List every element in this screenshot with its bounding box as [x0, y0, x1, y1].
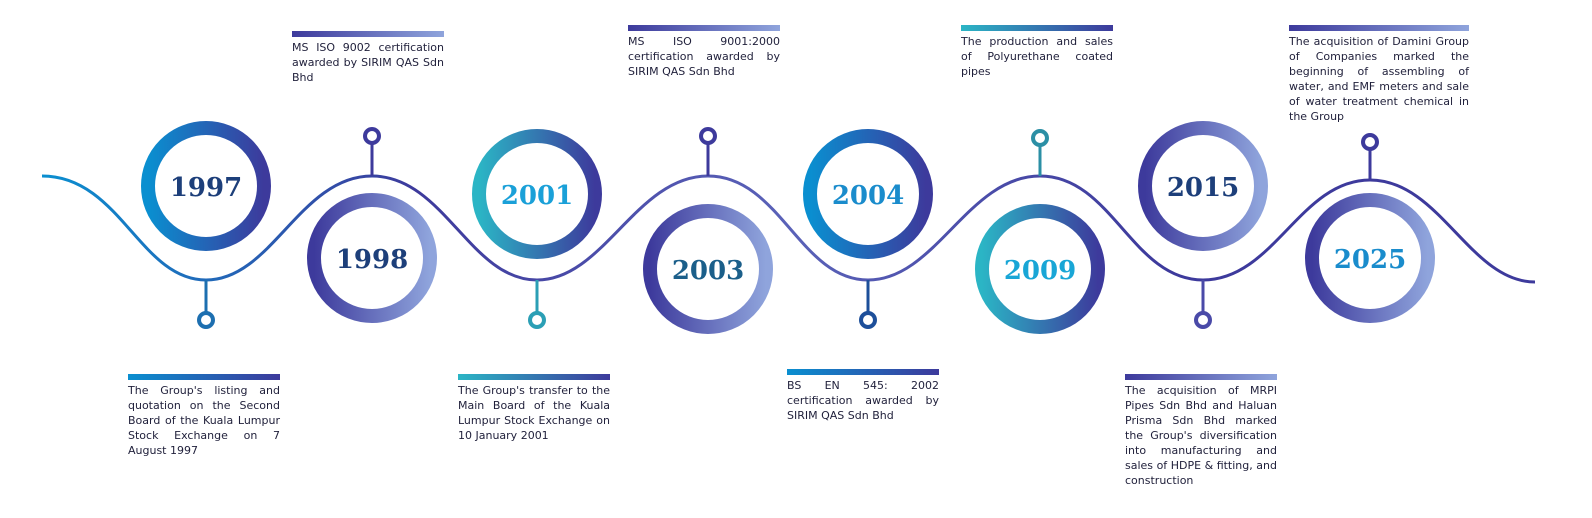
- milestone-2015-text: The acquisition of MRPI Pipes Sdn Bhd an…: [1125, 384, 1277, 487]
- milestone-2025-bar: [1289, 25, 1469, 31]
- timeline-wave: [41, 174, 1536, 284]
- year-2015: 2015: [1167, 173, 1239, 203]
- year-2001: 2001: [501, 181, 573, 211]
- year-2004: 2004: [832, 181, 904, 211]
- circle-2003: [643, 204, 773, 334]
- milestone-2009-bar: [961, 25, 1113, 31]
- connectors: [197, 127, 1379, 329]
- milestone-2004-text: BS EN 545: 2002 certification awarded by…: [787, 379, 939, 422]
- milestone-2003-bar: [628, 25, 780, 31]
- milestone-2003-text: MS ISO 9001:2000 certification awarded b…: [628, 35, 780, 78]
- circle-1997: [141, 121, 271, 251]
- circle-2015: [1138, 121, 1268, 251]
- circle-1998: [307, 193, 437, 323]
- milestone-1997-bar: [128, 374, 280, 380]
- year-2003: 2003: [672, 256, 744, 286]
- circle-2009: [975, 204, 1105, 334]
- milestone-2004-bar: [787, 369, 939, 375]
- dot-2015: [1194, 311, 1212, 329]
- milestone-2015-bar: [1125, 374, 1277, 380]
- year-2025: 2025: [1334, 245, 1406, 275]
- year-1998: 1998: [336, 245, 408, 275]
- milestone-2001-text: The Group's transfer to the Main Board o…: [458, 384, 610, 442]
- circle-2001: [472, 129, 602, 259]
- dot-1997: [197, 311, 215, 329]
- dot-2003: [699, 127, 717, 145]
- year-1997: 1997: [170, 173, 242, 203]
- milestone-2009-text: The production and sales of Polyurethane…: [961, 35, 1113, 78]
- dot-2004: [859, 311, 877, 329]
- milestone-2001-bar: [458, 374, 610, 380]
- year-circles: 1997 1998 2001 2003 2004 2009 2015 2025: [141, 121, 1435, 334]
- circle-2004: [803, 129, 933, 259]
- milestone-1998-text: MS ISO 9002 certification awarded by SIR…: [292, 41, 444, 84]
- dot-1998: [363, 127, 381, 145]
- milestone-1997-text: The Group's listing and quotation on the…: [128, 384, 280, 457]
- dot-2001: [528, 311, 546, 329]
- circle-2025: [1305, 193, 1435, 323]
- milestone-1998-bar: [292, 31, 444, 37]
- dot-2009: [1031, 129, 1049, 147]
- year-2009: 2009: [1004, 256, 1076, 286]
- dot-2025: [1361, 133, 1379, 151]
- milestone-2025-text: The acquisition of Damini Group of Compa…: [1289, 35, 1469, 123]
